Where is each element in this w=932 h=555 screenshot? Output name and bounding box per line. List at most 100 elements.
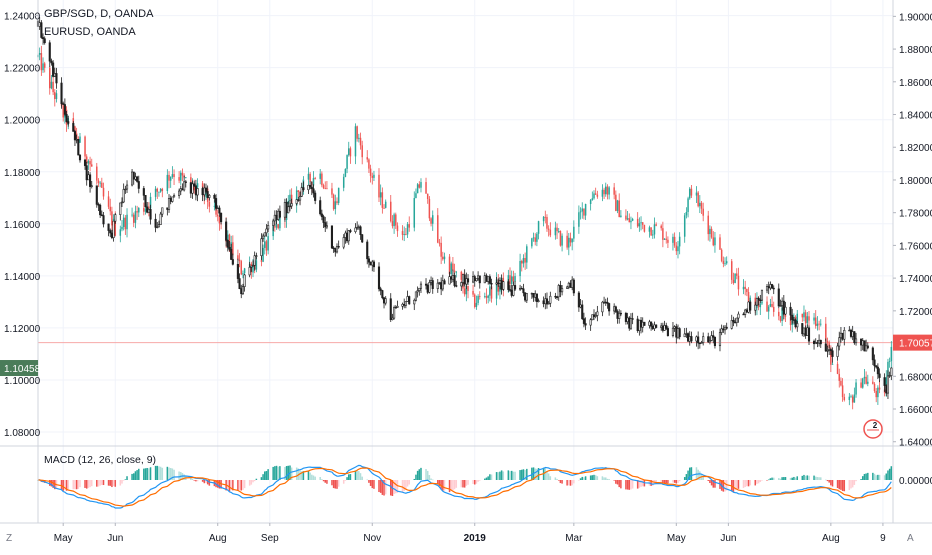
gbpsgd-candle (578, 212, 580, 227)
eurusd-candle (181, 188, 184, 191)
eurusd-candle (225, 221, 228, 241)
gbpsgd-candle (887, 361, 889, 378)
gbpsgd-candle (778, 311, 780, 317)
macd-histogram-bar (96, 480, 98, 487)
main-chart-title: GBP/SGD, D, OANDA (44, 8, 154, 20)
gbpsgd-candle (324, 188, 326, 190)
eurusd-candle (861, 340, 864, 346)
macd-histogram-bar (252, 480, 254, 483)
macd-histogram-bar (828, 480, 830, 483)
eurusd-candle (114, 214, 117, 222)
eurusd-candle (53, 73, 56, 77)
eurusd-candle (771, 284, 774, 289)
eurusd-candle (591, 314, 594, 321)
macd-histogram-bar (509, 471, 511, 480)
gbpsgd-candle (111, 211, 113, 226)
gbpsgd-candle (159, 188, 162, 192)
gbpsgd-candle (571, 238, 573, 243)
eurusd-candle (683, 333, 686, 338)
eurusd-candle (132, 171, 135, 180)
left-tick-label: 1.22000 (4, 64, 41, 75)
macd-histogram-bar (878, 474, 881, 480)
eurusd-candle (618, 312, 621, 319)
eurusd-candle (38, 22, 41, 27)
macd-right-tick-label: 0.00000 (899, 476, 932, 487)
gbpsgd-candle (615, 194, 617, 211)
eurusd-candle (581, 304, 584, 319)
gbpsgd-candle (818, 323, 820, 325)
macd-histogram-bar (455, 480, 458, 488)
gbpsgd-candle (40, 53, 43, 71)
gbpsgd-candle (274, 226, 276, 228)
macd-histogram-bar (877, 474, 879, 480)
event-badge-icon[interactable] (863, 419, 883, 439)
eurusd-candle (62, 103, 65, 105)
eurusd-candle (660, 325, 663, 328)
gbpsgd-candle (342, 176, 345, 188)
eurusd-candle (619, 312, 622, 315)
macd-histogram-bar (346, 477, 348, 480)
eurusd-candle (569, 282, 572, 288)
gbpsgd-candle (769, 303, 772, 307)
macd-histogram-bar (79, 480, 81, 488)
gbpsgd-candle (326, 188, 328, 190)
eurusd-candle (83, 159, 87, 166)
gbpsgd-candle (712, 237, 715, 246)
gbpsgd-candle (418, 184, 421, 188)
macd-histogram-bar (159, 466, 162, 480)
macd-histogram-bar (613, 480, 615, 481)
gbpsgd-candle (709, 228, 711, 235)
eurusd-candle (262, 235, 265, 240)
gbpsgd-candle (89, 161, 91, 165)
eurusd-candle (183, 181, 186, 191)
macd-histogram-bar (143, 468, 145, 480)
gbpsgd-candle (707, 215, 709, 235)
macd-histogram-bar (67, 480, 69, 490)
gbpsgd-candle (685, 211, 688, 216)
macd-histogram-bar (332, 480, 335, 489)
eurusd-candle (653, 324, 656, 329)
eurusd-candle (357, 226, 360, 228)
eurusd-candle (702, 336, 705, 343)
gbpsgd-candle (732, 279, 735, 283)
eurusd-candle (853, 331, 856, 344)
macd-histogram-bar (121, 480, 123, 484)
macd-histogram-bar (260, 477, 263, 480)
eurusd-candle (513, 285, 517, 290)
eurusd-candle (381, 290, 384, 299)
gbpsgd-candle (415, 193, 417, 199)
macd-histogram-bar (873, 473, 876, 480)
eurusd-candle (542, 300, 545, 305)
macd-histogram-bar (712, 480, 715, 488)
eurusd-candle (260, 238, 263, 257)
macd-histogram-bar (124, 479, 127, 480)
gbpsgd-candle (648, 227, 651, 232)
macd-histogram-bar (227, 480, 229, 491)
macd-histogram-bar (378, 480, 380, 493)
eurusd-candle (95, 185, 98, 205)
gbpsgd-candle (537, 221, 540, 234)
macd-histogram-bar (561, 480, 563, 484)
gbpsgd-candle (699, 202, 701, 207)
eurusd-candle (572, 279, 575, 294)
gbpsgd-candle (816, 323, 819, 326)
zoom-toggle-label[interactable]: Z (6, 533, 12, 544)
gbpsgd-candle (124, 217, 127, 230)
gbpsgd-candle (181, 172, 184, 176)
auto-scale-label[interactable]: A (907, 533, 914, 544)
macd-histogram-bar (437, 480, 439, 484)
eurusd-candle (347, 230, 350, 242)
macd-histogram-bar (149, 467, 152, 480)
eurusd-candle (50, 60, 53, 64)
eurusd-candle (549, 295, 552, 304)
macd-histogram-bar (490, 474, 493, 480)
gbpsgd-candle (319, 173, 321, 179)
eurusd-candle (43, 38, 46, 44)
macd-histogram-bar (747, 480, 750, 487)
eurusd-candle (849, 329, 853, 337)
macd-histogram-bar (737, 480, 740, 489)
